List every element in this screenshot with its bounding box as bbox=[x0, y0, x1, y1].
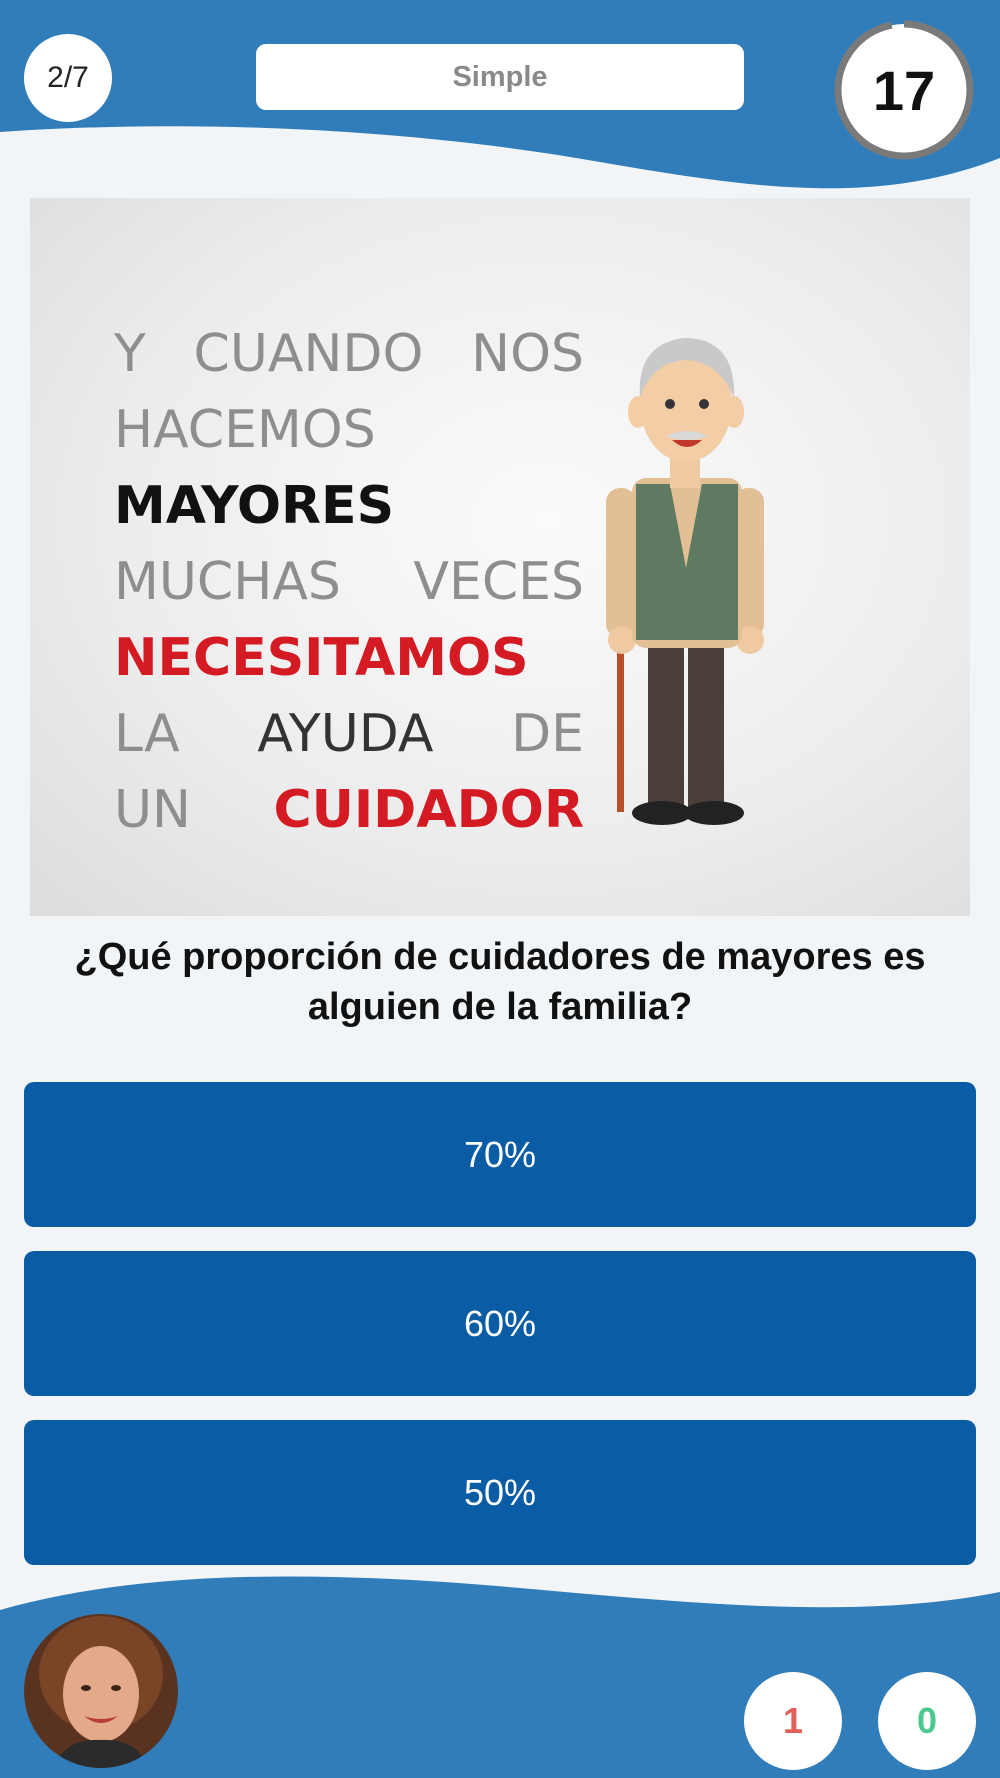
poster-word: AYUDA bbox=[257, 704, 434, 764]
question-text: ¿Qué proporción de cuidadores de mayores… bbox=[74, 936, 926, 1028]
poster-word: DE bbox=[511, 704, 584, 764]
ring-timer-icon bbox=[834, 20, 974, 160]
question-progress-badge: 2/7 bbox=[24, 34, 112, 122]
poster-text: Y CUANDO NOS HACEMOS MAYORES MUCHAS VECE… bbox=[114, 316, 584, 848]
difficulty-label: Simple bbox=[256, 44, 744, 110]
user-avatar-photo bbox=[24, 1614, 178, 1768]
correct-answers-count: 0 bbox=[878, 1672, 976, 1770]
poster-line-2: HACEMOS bbox=[114, 400, 376, 460]
poster-line-1: Y CUANDO NOS bbox=[114, 324, 584, 384]
poster-line-5: NECESITAMOS bbox=[114, 628, 529, 688]
elderly-man-illustration bbox=[606, 338, 764, 825]
wrong-answers-count: 1 bbox=[744, 1672, 842, 1770]
poster-line-4: MUCHAS VECES bbox=[114, 552, 584, 612]
poster-line-3: MAYORES bbox=[114, 476, 395, 536]
player-avatar bbox=[24, 1614, 178, 1768]
answer-option-1[interactable]: 70% bbox=[24, 1082, 976, 1227]
poster-word: UN bbox=[114, 780, 191, 840]
question-image: Y CUANDO NOS HACEMOS MAYORES MUCHAS VECE… bbox=[30, 198, 970, 916]
answer-option-3[interactable]: 50% bbox=[24, 1420, 976, 1565]
countdown-timer: 17 bbox=[832, 18, 976, 162]
poster-word: CUIDADOR bbox=[273, 780, 584, 840]
timer-seconds: 17 bbox=[872, 58, 936, 122]
poster-line-6: LA AYUDA DE bbox=[114, 696, 584, 772]
answer-option-2[interactable]: 60% bbox=[24, 1251, 976, 1396]
poster-line-7: UN CUIDADOR bbox=[114, 772, 584, 848]
poster-word: LA bbox=[114, 704, 180, 764]
